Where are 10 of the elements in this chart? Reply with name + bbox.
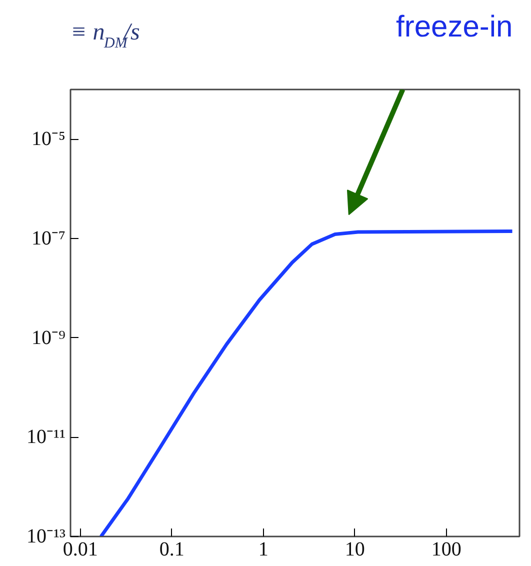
x-tick-label: 0.1	[159, 538, 184, 560]
x-tick-label: 100	[431, 538, 462, 560]
x-tick-label: 0.01	[62, 538, 98, 560]
y-tick-label: 10⁻⁵	[32, 128, 66, 150]
text: freeze-in	[396, 10, 513, 44]
y-tick-label: 10⁻⁷	[32, 228, 66, 250]
y-tick-label: 10⁻¹¹	[26, 426, 66, 448]
x-tick-label: 1	[258, 538, 268, 560]
y-tick-label: 10⁻⁹	[32, 326, 66, 349]
x-tick-label: 10	[344, 538, 365, 560]
